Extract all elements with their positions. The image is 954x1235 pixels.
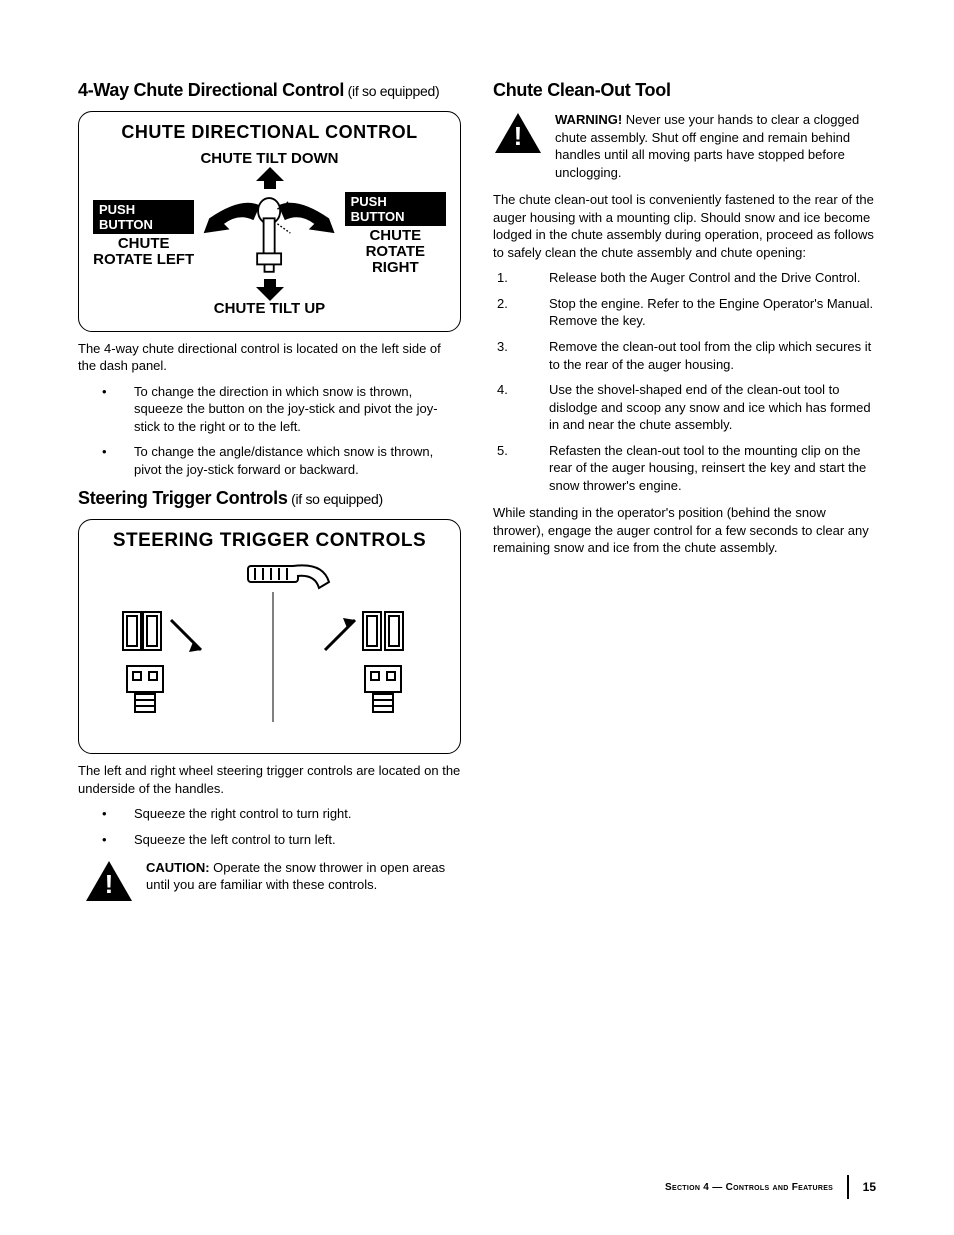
- joystick-icon: [200, 189, 338, 279]
- steering-bullets: Squeeze the right control to turn right.…: [78, 805, 461, 848]
- page-footer: Section 4 — Controls and Features 15: [665, 1175, 876, 1199]
- list-item: Squeeze the right control to turn right.: [118, 805, 461, 823]
- list-item: To change the angle/distance which snow …: [118, 443, 461, 478]
- steering-desc: The left and right wheel steering trigge…: [78, 762, 461, 797]
- cleanout-intro: The chute clean-out tool is conveniently…: [493, 191, 876, 261]
- footer-section: Section 4 — Controls and Features: [665, 1182, 833, 1193]
- warning-block: ! WARNING! Never use your hands to clear…: [493, 111, 876, 181]
- list-item: Release both the Auger Control and the D…: [533, 269, 876, 287]
- tilt-up-label: CHUTE TILT UP: [214, 301, 325, 317]
- svg-text:!: !: [105, 869, 114, 899]
- tilt-down-label: CHUTE TILT DOWN: [200, 151, 338, 167]
- warning-triangle-icon: !: [84, 859, 134, 903]
- footer-page-number: 15: [863, 1180, 876, 1194]
- chute-control-heading: 4-Way Chute Directional Control (if so e…: [78, 80, 461, 101]
- push-button-left-label: PUSH BUTTON: [93, 200, 194, 234]
- cleanout-steps: Release both the Auger Control and the D…: [493, 269, 876, 494]
- rotate-left-label: CHUTE ROTATE LEFT: [93, 236, 194, 268]
- caution-label: CAUTION:: [146, 860, 210, 875]
- heading-sub: (if so equipped): [288, 491, 383, 507]
- chute-bullets: To change the direction in which snow is…: [78, 383, 461, 479]
- list-item: Refasten the clean-out tool to the mount…: [533, 442, 876, 495]
- warning-triangle-icon: !: [493, 111, 543, 155]
- arrow-up-icon: [256, 167, 284, 189]
- caution-text: CAUTION: Operate the snow thrower in ope…: [146, 859, 461, 894]
- chute-directional-diagram: CHUTE DIRECTIONAL CONTROL CHUTE TILT DOW…: [78, 111, 461, 332]
- right-column: Chute Clean-Out Tool ! WARNING! Never us…: [493, 80, 876, 903]
- list-item: Remove the clean-out tool from the clip …: [533, 338, 876, 373]
- steering-heading: Steering Trigger Controls (if so equippe…: [78, 488, 461, 509]
- list-item: To change the direction in which snow is…: [118, 383, 461, 436]
- steering-controls-icon: [93, 562, 453, 732]
- svg-text:!: !: [514, 121, 523, 151]
- footer-divider: [847, 1175, 849, 1199]
- steering-diagram: STEERING TRIGGER CONTROLS: [78, 519, 461, 754]
- heading-sub: (if so equipped): [344, 83, 439, 99]
- heading-main: Steering Trigger Controls: [78, 488, 288, 508]
- heading-main: 4-Way Chute Directional Control: [78, 80, 344, 100]
- rotate-right-label: CHUTE ROTATE RIGHT: [345, 228, 446, 275]
- list-item: Stop the engine. Refer to the Engine Ope…: [533, 295, 876, 330]
- cleanout-outro: While standing in the operator's positio…: [493, 504, 876, 557]
- warning-label: WARNING!: [555, 112, 622, 127]
- caution-block: ! CAUTION: Operate the snow thrower in o…: [84, 859, 461, 903]
- cleanout-heading: Chute Clean-Out Tool: [493, 80, 876, 101]
- push-button-right-label: PUSH BUTTON: [345, 192, 446, 226]
- diagram2-title: STEERING TRIGGER CONTROLS: [93, 530, 446, 552]
- arrow-down-icon: [256, 279, 284, 301]
- left-column: 4-Way Chute Directional Control (if so e…: [78, 80, 461, 903]
- list-item: Squeeze the left control to turn left.: [118, 831, 461, 849]
- warning-text: WARNING! Never use your hands to clear a…: [555, 111, 876, 181]
- diagram-title: CHUTE DIRECTIONAL CONTROL: [93, 122, 446, 143]
- chute-desc: The 4-way chute directional control is l…: [78, 340, 461, 375]
- list-item: Use the shovel-shaped end of the clean-o…: [533, 381, 876, 434]
